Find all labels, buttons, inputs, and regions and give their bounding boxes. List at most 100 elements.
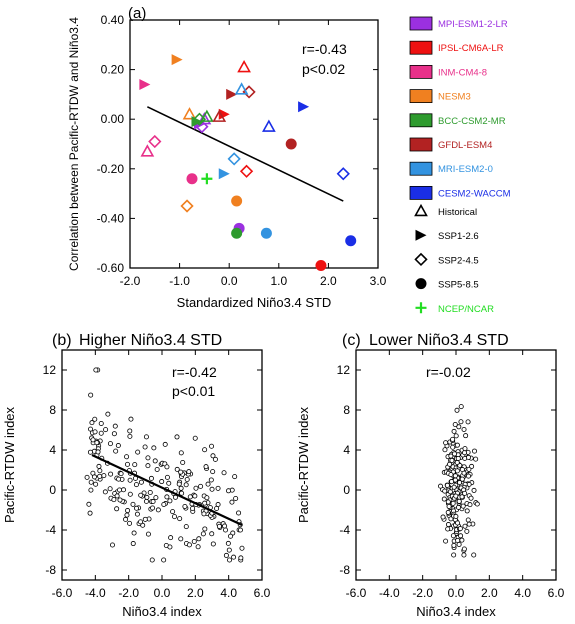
panel-c-point-145: [458, 533, 464, 539]
legend-scenario-label-2: SSP2-4.5: [438, 255, 479, 266]
legend-model-label-2: INM-CM4-8: [438, 67, 487, 78]
panel-b-title: Higher Niño3.4 STD: [79, 332, 222, 349]
panel-b-ytick-label-5: 12: [43, 363, 57, 377]
panel-b-point-98: [228, 533, 234, 539]
panel-a-point-32: [201, 173, 213, 185]
panel-b-point-152: [124, 461, 130, 467]
panel-b-point-89: [98, 420, 104, 426]
panel-b-point-118: [190, 506, 196, 512]
panel-a-point-20: [212, 109, 227, 122]
panel-c-point-168: [459, 476, 465, 482]
panel-a-label: (a): [128, 5, 146, 22]
panel-c-point-214: [459, 467, 465, 473]
panel-b-point-199: [117, 497, 123, 503]
panel-c-point-166: [455, 537, 461, 543]
panel-b-ticks: -6.0 -4.0 -2.0 0.0 2.0 4.0 6.0 -8 -4 0 4 8 12: [43, 350, 271, 600]
panel-c-point-13: [461, 552, 467, 558]
panel-b-point-144: [86, 501, 92, 507]
panel-a-point-26: [227, 152, 241, 166]
panel-b-fit-line: [91, 454, 243, 526]
panel-b-point-123: [177, 516, 183, 522]
panel-c-points: [438, 404, 480, 558]
panel-b-point-30: [184, 477, 190, 483]
panel-b-point-67: [196, 536, 202, 542]
panel-b-point-165: [134, 505, 140, 511]
panel-c-xtick-label-1: -4.0: [379, 586, 400, 600]
panel-b-point-75: [223, 527, 229, 533]
panel-c-point-183: [461, 546, 467, 552]
panel-c-point-203: [451, 484, 457, 490]
legend-model-label-4: BCC-CSM2-MR: [438, 116, 506, 127]
legend-scenario-label-4: NCEP/NCAR: [438, 304, 494, 315]
panel-c-point-164: [466, 473, 472, 479]
legend-scenario-label-0: Historical: [438, 207, 477, 218]
panel-a-point-27: [260, 227, 272, 239]
panel-c-point-19: [461, 426, 467, 432]
panel-b-point-196: [164, 494, 170, 500]
panel-a-point-5: [218, 108, 230, 120]
panel-c-point-215: [456, 498, 462, 504]
panel-c-point-199: [448, 472, 454, 478]
panel-c-annotation-r: r=-0.02: [426, 364, 471, 380]
panel-b-point-227: [226, 557, 232, 563]
panel-b-xtick-label-2: -2.0: [118, 586, 139, 600]
panel-a-ylabel: Correlation between Pacific-RTDW and Niñ…: [67, 17, 81, 271]
legend-swatch-7: [409, 185, 433, 200]
panel-b-annotation-r: r=-0.42: [172, 364, 217, 380]
panel-b-point-76: [88, 426, 94, 432]
panel-b-xtick-label-0: -6.0: [52, 586, 73, 600]
panel-b-point-111: [238, 555, 244, 561]
panel-b-point-229: [204, 495, 210, 501]
panel-b-point-103: [150, 499, 156, 505]
panel-b-point-214: [192, 493, 198, 499]
panel-b-point-198: [114, 506, 120, 512]
panel-a-fit-line: [147, 106, 344, 202]
panel-b-point-223: [202, 526, 208, 532]
panel-c-point-151: [465, 454, 471, 460]
panel-b-point-134: [210, 469, 216, 475]
panel-b-point-130: [149, 557, 155, 563]
panel-c-point-78: [464, 528, 470, 534]
panel-c-point-91: [458, 404, 464, 410]
panel-c-xtick-label-4: 2.0: [481, 586, 498, 600]
panel-c-ytick-label-0: -8: [339, 563, 350, 577]
legend-swatch-2: [409, 65, 433, 79]
panel-c-point-202: [452, 473, 458, 479]
panel-b-point-208: [87, 449, 93, 455]
panel-b-point-58: [107, 441, 113, 447]
panel-b-point-62: [87, 510, 93, 516]
panel-a-ytick-label-5: 0.40: [101, 13, 125, 27]
panel-b-point-41: [98, 430, 104, 436]
panel-b-point-61: [167, 544, 173, 550]
panel-b-point-197: [210, 541, 216, 547]
panel-b-point-52: [170, 509, 176, 515]
panel-b-point-129: [111, 497, 117, 503]
panel-b-point-210: [114, 493, 120, 499]
panel-c-point-159: [451, 542, 457, 548]
panel-b: (b) Higher Niño3.4 STD -6.0 -4.0 -2.0 0.0 2.…: [2, 332, 271, 619]
panel-b-ytick-label-3: 4: [49, 443, 56, 457]
panel-b-point-184: [97, 468, 103, 474]
panel-b-point-81: [127, 491, 133, 497]
panel-b-point-215: [178, 469, 184, 475]
panel-b-xtick-label-3: 0.0: [154, 586, 171, 600]
panel-b-point-138: [84, 474, 90, 480]
panel-b-point-177: [222, 523, 228, 529]
panel-a-point-23: [285, 138, 297, 150]
panel-b-xtick-label-6: 6.0: [254, 586, 271, 600]
panel-c-point-118: [467, 502, 473, 508]
panel-c-point-167: [442, 447, 448, 453]
panel-b-point-86: [127, 433, 133, 439]
panel-b-point-25: [107, 486, 113, 492]
panel-b-point-188: [178, 485, 184, 491]
panel-b-point-32: [233, 495, 239, 501]
panel-a-ytick-label-4: 0.20: [101, 63, 125, 77]
panel-b-xlabel: Niño3.4 index: [122, 604, 202, 619]
panel-c-point-178: [445, 499, 451, 505]
panel-b-point-12: [89, 420, 95, 426]
panel-b-point-34: [101, 473, 107, 479]
panel-b-point-218: [130, 541, 136, 547]
panel-c-xtick-label-6: 6.0: [548, 586, 565, 600]
panel-b-point-90: [232, 474, 238, 480]
